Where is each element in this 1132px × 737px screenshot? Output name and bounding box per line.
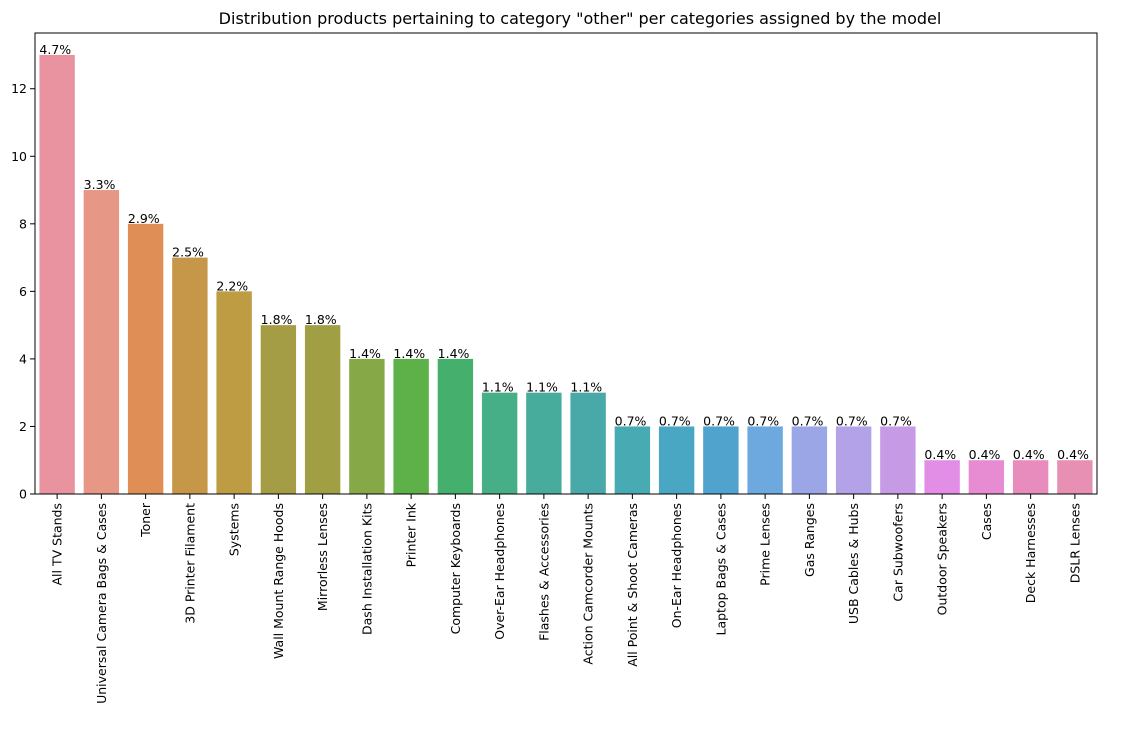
bar (260, 325, 297, 494)
bar-value-label: 0.7% (836, 413, 868, 428)
bar-value-label: 0.7% (792, 413, 824, 428)
bar (216, 291, 252, 494)
x-tick-label: Prime Lenses (758, 503, 773, 586)
bar (39, 54, 75, 494)
bar (880, 426, 916, 494)
x-tick-label: Wall Mount Range Hoods (271, 503, 286, 659)
x-tick-label: Deck Harnesses (1023, 503, 1038, 603)
bar-value-label: 1.8% (261, 312, 293, 327)
x-tick-label: Dash Installation Kits (359, 503, 374, 635)
bar (703, 426, 739, 494)
bar-value-label: 2.9% (128, 211, 160, 226)
x-tick-label: On-Ear Headphones (669, 503, 684, 628)
x-tick-label: Car Subwoofers (890, 503, 905, 602)
bar-value-label: 0.4% (1013, 447, 1045, 462)
x-tick-label: Toner (138, 502, 153, 538)
x-tick-label: All Point & Shoot Cameras (625, 503, 640, 667)
bar-value-label: 1.4% (393, 346, 425, 361)
y-tick-label: 2 (19, 419, 27, 434)
x-tick-label: Systems (227, 503, 242, 556)
x-tick-label: Universal Camera Bags & Cases (94, 503, 109, 704)
bar-value-label: 1.1% (482, 380, 514, 395)
x-tick-label: Cases (979, 503, 994, 540)
x-tick-label: DSLR Lenses (1067, 503, 1082, 583)
y-axis: 0 2 4 6 8 10 12 (11, 81, 35, 502)
bar-value-label: 0.7% (659, 413, 691, 428)
x-tick-label: Over-Ear Headphones (492, 503, 507, 640)
axes-frame (34, 32, 1098, 495)
bar-value-label: 0.7% (747, 413, 779, 428)
bar (1012, 460, 1049, 494)
x-tick-label: Printer Ink (404, 502, 419, 567)
bars (39, 54, 1093, 495)
bar-value-label: 0.7% (615, 413, 647, 428)
bar (349, 358, 385, 494)
y-tick-label: 10 (11, 149, 27, 164)
bar (304, 325, 341, 494)
x-tick-label: Laptop Bags & Cases (713, 503, 728, 636)
bar (481, 392, 518, 494)
y-tick-label: 4 (19, 351, 27, 366)
bar (393, 358, 429, 494)
y-tick-label: 6 (19, 284, 27, 299)
bar-value-label: 2.5% (172, 245, 204, 260)
bar (791, 426, 828, 494)
bar-value-label: 1.4% (438, 346, 470, 361)
bar-value-label: 1.8% (305, 312, 337, 327)
bar (1057, 460, 1093, 494)
bar (570, 392, 606, 494)
x-tick-label: All TV Stands (50, 503, 65, 586)
bar (924, 460, 960, 494)
bar (658, 426, 695, 494)
bar-value-label: 0.4% (924, 447, 956, 462)
bar (968, 460, 1005, 494)
bar (526, 392, 562, 494)
bar-value-label: 1.4% (349, 346, 381, 361)
bar (747, 426, 783, 494)
bar-value-label: 0.7% (703, 413, 735, 428)
bar (437, 358, 474, 494)
y-tick-label: 8 (19, 216, 27, 231)
y-tick-label: 0 (19, 487, 27, 502)
bar (614, 426, 651, 494)
bar (172, 257, 208, 494)
bar-value-label: 0.4% (1057, 447, 1089, 462)
x-tick-label: Flashes & Accessories (536, 503, 551, 641)
bar-value-label: 0.4% (969, 447, 1001, 462)
bar (835, 426, 872, 494)
bar-value-label: 2.2% (216, 278, 248, 293)
x-tick-label: Outdoor Speakers (935, 503, 950, 615)
bar (83, 190, 120, 495)
x-tick-label: USB Cables & Hubs (846, 503, 861, 624)
bar-value-label: 0.7% (880, 413, 912, 428)
y-tick-label: 12 (11, 81, 27, 96)
bar-value-label: 1.1% (526, 380, 558, 395)
axes-border (34, 32, 1098, 495)
x-tick-label: 3D Printer Filament (182, 503, 197, 624)
chart-title: Distribution products pertaining to cate… (219, 9, 942, 28)
bar-value-label: 3.3% (84, 177, 116, 192)
bar (127, 223, 164, 494)
x-tick-label: Action Camcorder Mounts (581, 503, 596, 665)
bar-value-label: 1.1% (570, 380, 602, 395)
bar-value-label: 4.7% (39, 42, 71, 57)
bar-labels: 4.7% 3.3% 2.9% 2.5% 2.2% 1.8% 1.8% 1.4% 1.4% 1.4%… (39, 42, 1089, 462)
x-tick-label: Gas Ranges (802, 503, 817, 577)
x-tick-label: Computer Keyboards (448, 503, 463, 634)
x-axis: All TV Stands Universal Camera Bags & Cas… (50, 494, 1082, 704)
x-tick-label: Mirrorless Lenses (315, 503, 330, 611)
